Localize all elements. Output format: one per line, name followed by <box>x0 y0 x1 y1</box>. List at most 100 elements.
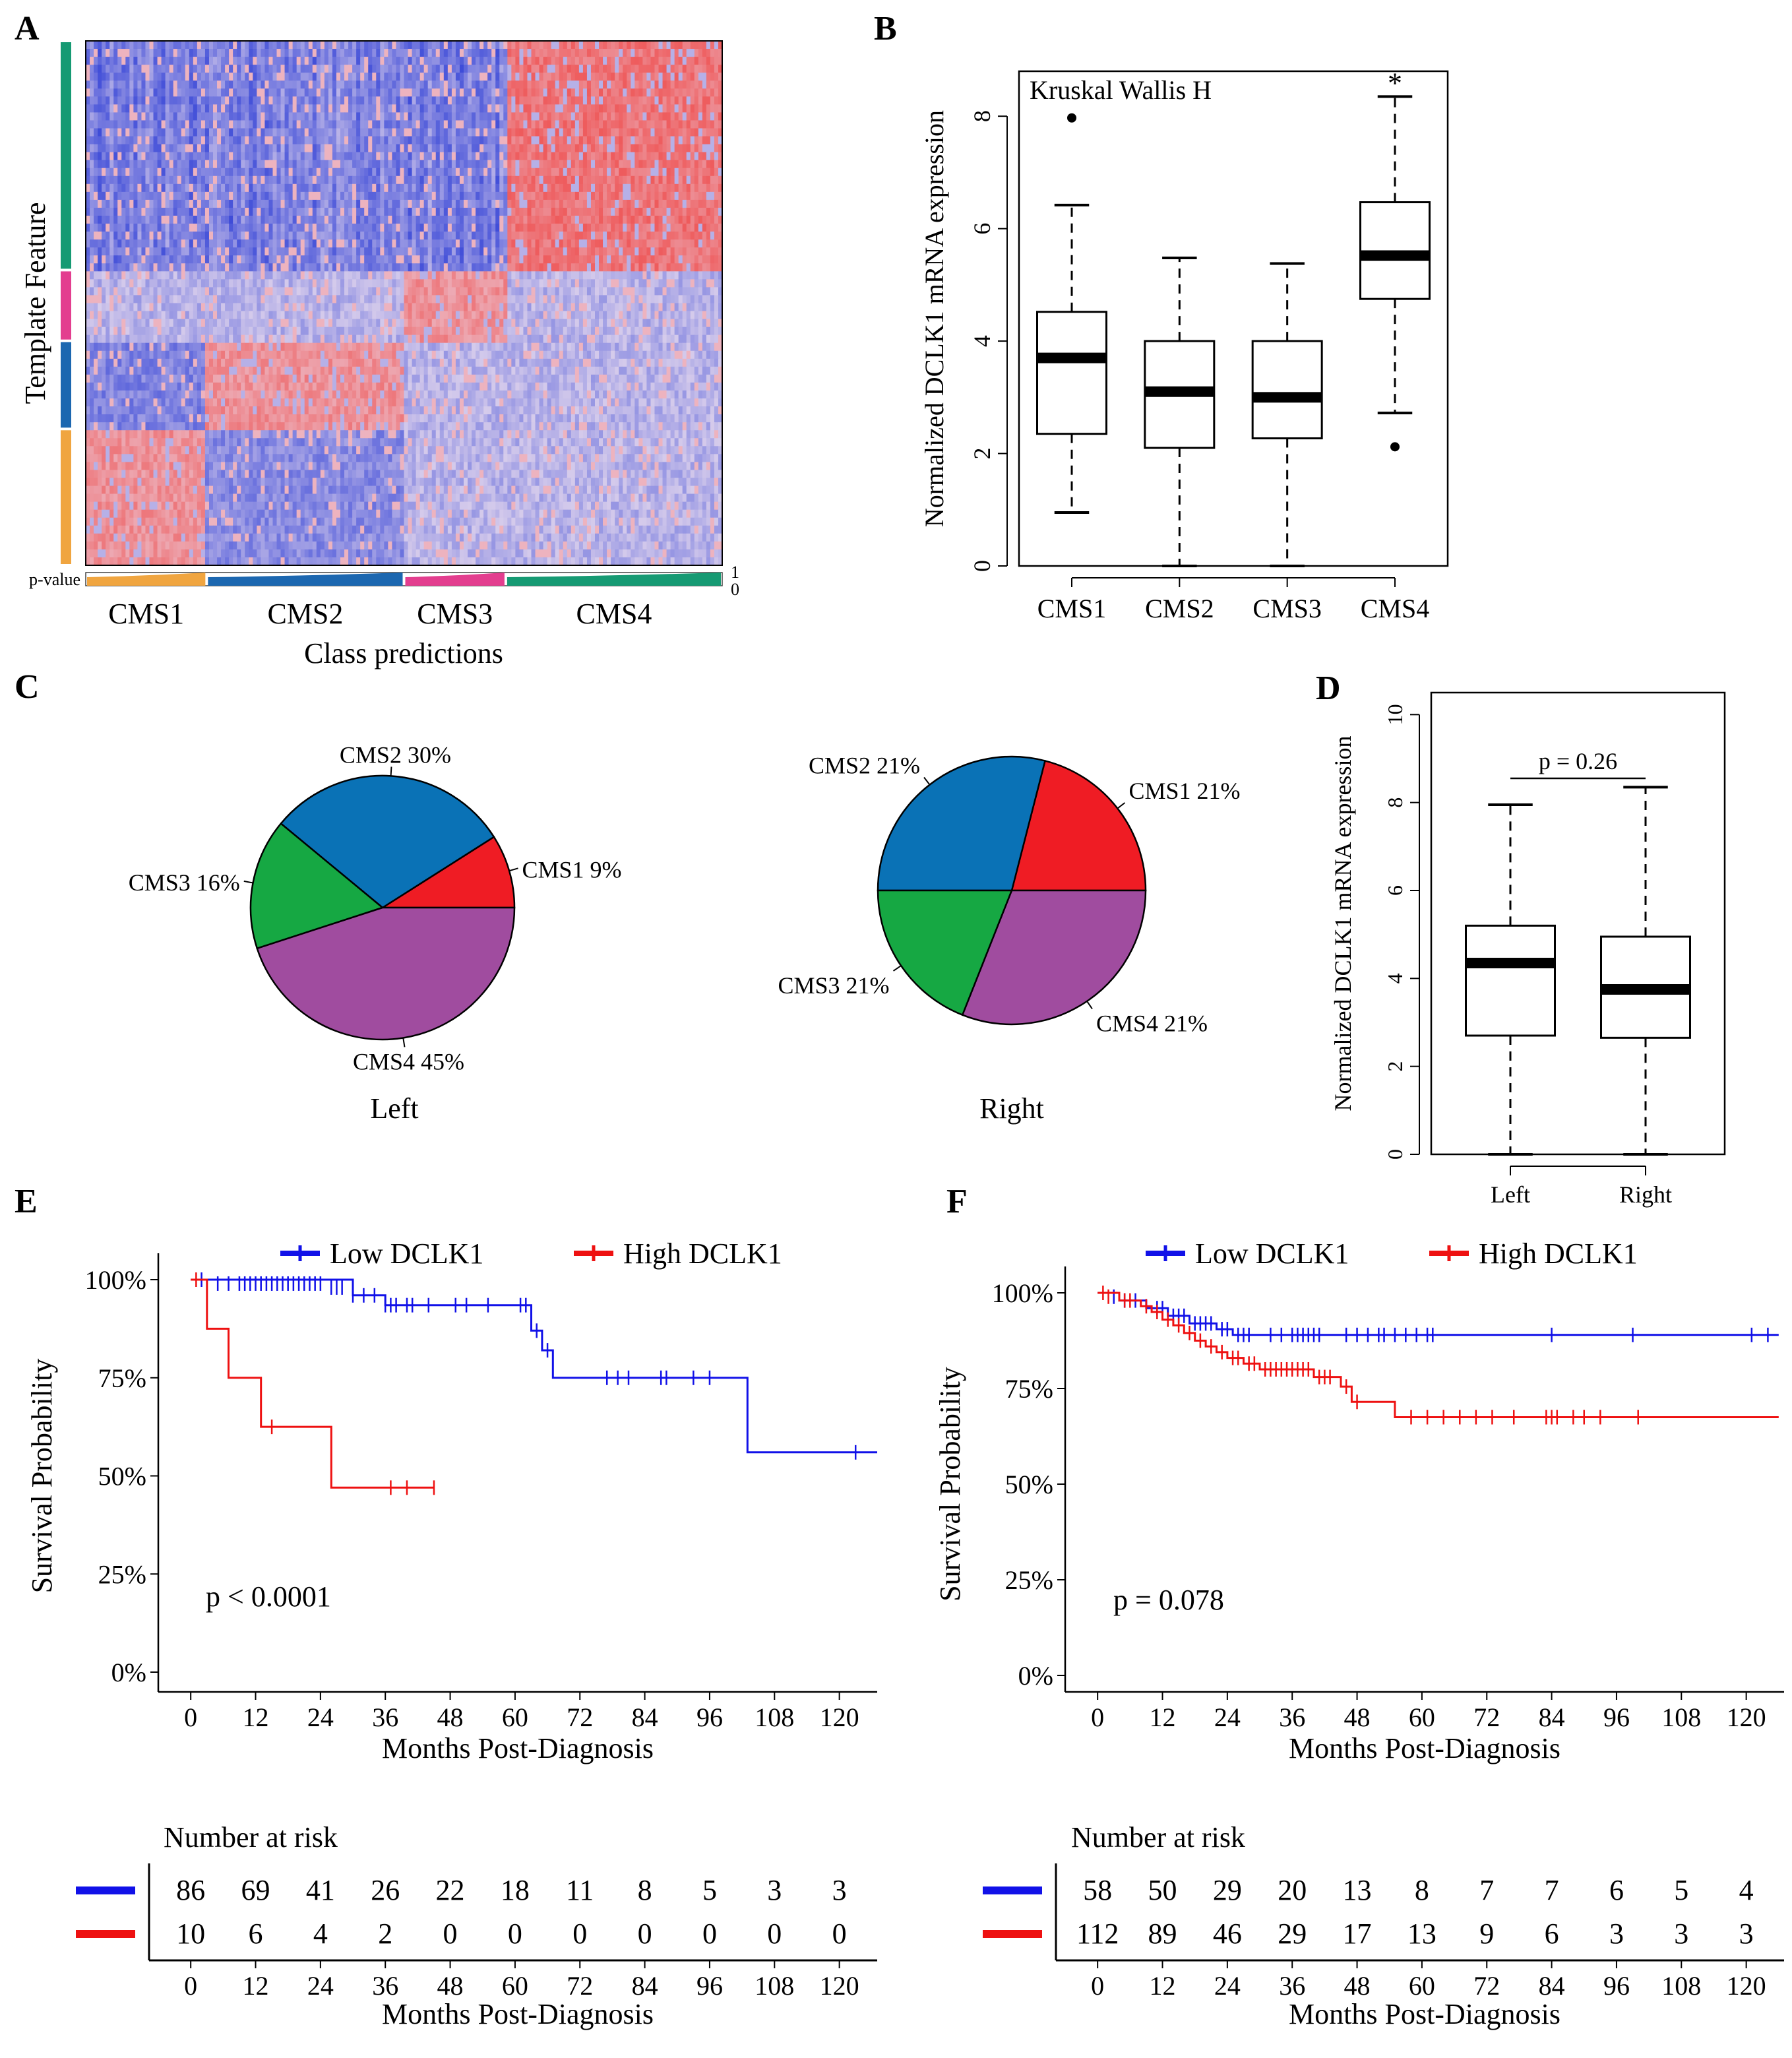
heatmap-cell <box>181 65 186 73</box>
heatmap-cell <box>674 232 679 240</box>
heatmap-cell <box>455 239 460 248</box>
heatmap-cell <box>599 57 603 65</box>
heatmap-cell <box>431 88 437 97</box>
heatmap-cell <box>193 263 198 272</box>
heatmap-cell <box>368 57 373 65</box>
heatmap-cell <box>455 271 460 280</box>
heatmap-cell <box>384 279 388 288</box>
heatmap-cell <box>638 65 643 73</box>
heatmap-cell <box>396 255 401 264</box>
heatmap-cell <box>586 49 592 57</box>
heatmap-cell <box>261 96 266 105</box>
heatmap-cell <box>208 216 214 224</box>
heatmap-cell <box>125 232 130 240</box>
heatmap-cell <box>332 199 337 208</box>
heatmap-cell <box>189 96 194 105</box>
heatmap-cell <box>157 41 162 49</box>
heatmap-cell <box>607 152 611 161</box>
heatmap-cell <box>603 168 607 177</box>
heatmap-cell <box>654 239 660 248</box>
heatmap-cell <box>515 175 520 185</box>
heatmap-cell <box>567 271 572 280</box>
heatmap-cell <box>706 152 711 161</box>
heatmap-cell <box>539 263 544 272</box>
heatmap-cell <box>185 216 190 224</box>
heatmap-cell <box>169 41 174 49</box>
heatmap-cell <box>336 263 341 272</box>
heatmap-cell <box>288 263 294 272</box>
heatmap-cell <box>627 207 631 216</box>
heatmap-cell <box>157 216 162 224</box>
heatmap-cell <box>121 65 126 73</box>
heatmap-cell <box>595 112 600 121</box>
heatmap-cell <box>531 199 536 208</box>
heatmap-cell <box>571 57 576 65</box>
heatmap-cell <box>527 232 532 240</box>
heatmap-cell <box>423 152 429 161</box>
heatmap-cell <box>706 239 711 248</box>
heatmap-cell <box>300 216 305 224</box>
heatmap-cell <box>189 65 194 73</box>
heatmap-cell <box>623 104 627 113</box>
heatmap-cell <box>658 175 664 185</box>
heatmap-cell <box>141 232 146 240</box>
heatmap-cell <box>237 191 241 201</box>
heatmap-cell <box>356 224 361 232</box>
heatmap-cell <box>662 263 667 272</box>
heatmap-cell <box>245 152 249 161</box>
heatmap-cell <box>245 73 249 81</box>
heatmap-cell <box>563 80 568 89</box>
heatmap-cell <box>233 279 237 288</box>
heatmap-cell <box>408 224 413 232</box>
heatmap-cell <box>141 73 146 81</box>
heatmap-cell <box>455 183 460 193</box>
heatmap-cell <box>590 88 596 97</box>
heatmap-cell <box>714 199 719 208</box>
heatmap-cell <box>153 57 158 65</box>
heatmap-cell <box>686 49 691 57</box>
heatmap-cell <box>109 224 114 232</box>
heatmap-cell <box>463 152 468 161</box>
heatmap-cell <box>459 183 464 193</box>
heatmap-cell <box>595 96 600 105</box>
heatmap-cell <box>650 216 656 224</box>
heatmap-cell <box>531 160 536 169</box>
heatmap-cell <box>682 255 687 264</box>
heatmap-cell <box>646 224 652 232</box>
heatmap-cell <box>380 263 385 272</box>
heatmap-cell <box>543 104 548 113</box>
heatmap-cell <box>113 216 118 224</box>
heatmap-cell <box>599 183 603 193</box>
heatmap-cell <box>94 183 98 193</box>
heatmap-cell <box>535 144 540 153</box>
heatmap-cell <box>543 271 548 280</box>
heatmap-cell <box>599 73 603 81</box>
heatmap-cell <box>121 96 126 105</box>
heatmap-cell <box>431 216 437 224</box>
heatmap-cell <box>237 199 241 208</box>
heatmap-cell <box>368 175 373 185</box>
heatmap-cell <box>487 49 492 57</box>
heatmap-cell <box>185 136 190 145</box>
heatmap-cell <box>555 183 560 193</box>
heatmap-cell <box>145 144 150 153</box>
heatmap-cell <box>193 207 198 216</box>
heatmap-cell <box>491 88 496 97</box>
heatmap-cell <box>312 160 317 169</box>
heatmap-cell <box>555 152 560 161</box>
heatmap-cell <box>706 128 711 137</box>
heatmap-cell <box>121 112 126 121</box>
heatmap-cell <box>559 216 564 224</box>
heatmap-cell <box>694 191 699 201</box>
heatmap-cell <box>611 255 615 264</box>
heatmap-cell <box>241 104 245 113</box>
heatmap-cell <box>476 104 480 113</box>
heatmap-cell <box>463 80 468 89</box>
heatmap-cell <box>495 232 500 240</box>
heatmap-cell <box>718 232 723 240</box>
heatmap-cell <box>567 191 572 201</box>
heatmap-cell <box>328 224 333 232</box>
heatmap-cell <box>595 183 600 193</box>
heatmap-cell <box>547 168 552 177</box>
heatmap-cell <box>468 207 472 216</box>
